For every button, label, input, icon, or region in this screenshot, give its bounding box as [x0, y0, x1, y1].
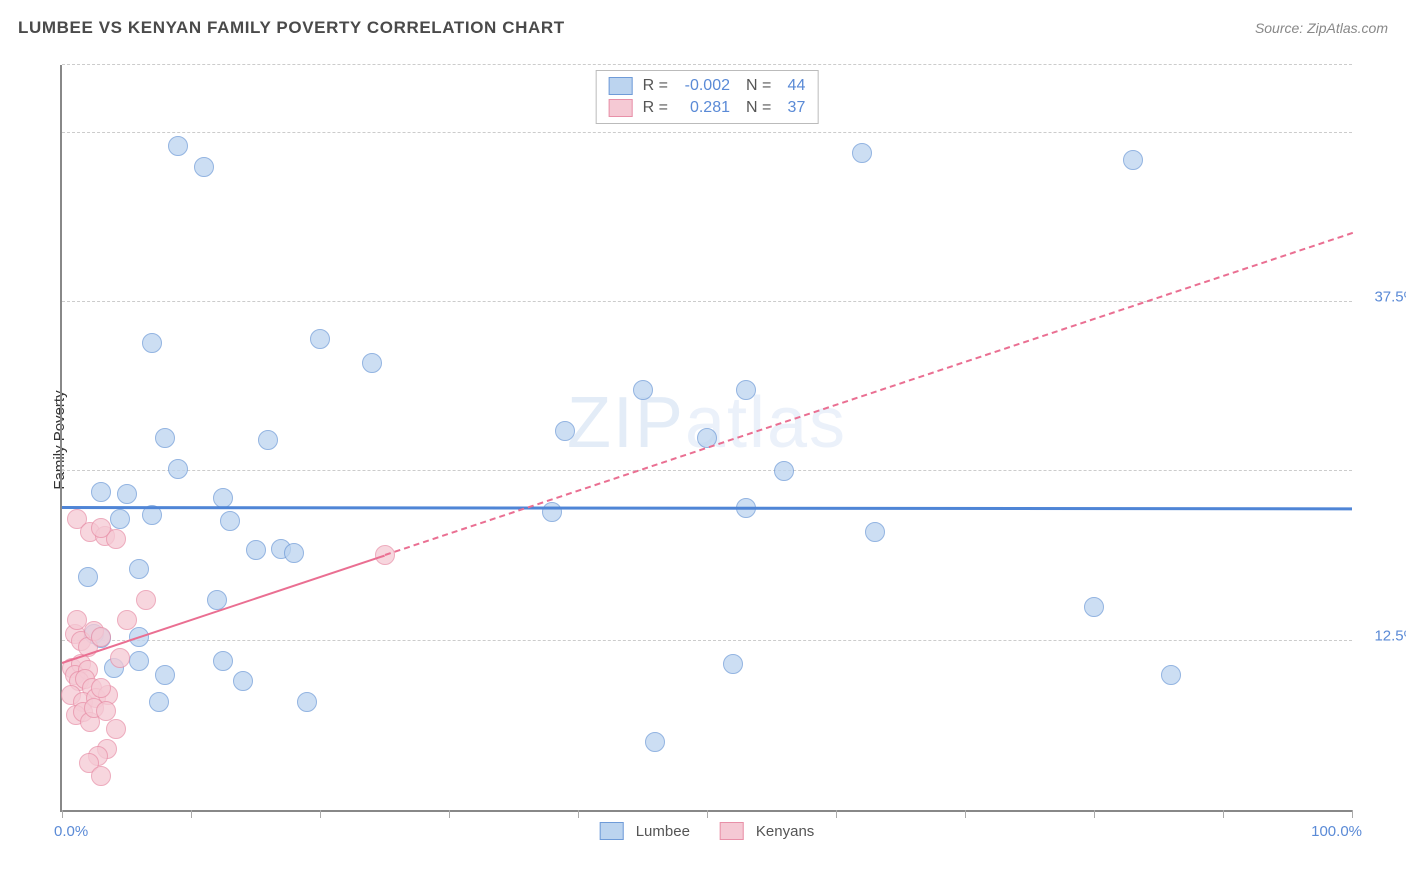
x-tick-label: 100.0%: [1311, 823, 1362, 840]
gridline: [62, 640, 1352, 641]
legend-r-value: -0.002: [674, 75, 730, 97]
data-point: [1161, 665, 1181, 685]
data-point: [865, 522, 885, 542]
data-point: [117, 484, 137, 504]
y-tick-label: 12.5%: [1374, 627, 1406, 644]
legend-r-label: R =: [643, 75, 668, 97]
data-point: [555, 421, 575, 441]
correlation-legend: R = -0.002 N = 44 R = 0.281 N = 37: [596, 70, 819, 124]
data-point: [168, 136, 188, 156]
data-point: [723, 654, 743, 674]
scatter-plot: ZIPatlas R = -0.002 N = 44 R = 0.281 N = 37…: [60, 65, 1352, 812]
gridline: [62, 470, 1352, 471]
data-point: [110, 648, 130, 668]
chart-title: LUMBEE VS KENYAN FAMILY POVERTY CORRELAT…: [18, 18, 565, 38]
legend-label: Lumbee: [636, 823, 690, 840]
x-tick: [1223, 810, 1224, 818]
data-point: [91, 482, 111, 502]
x-tick-label: 0.0%: [54, 823, 88, 840]
data-point: [297, 692, 317, 712]
x-tick: [1094, 810, 1095, 818]
legend-swatch: [609, 99, 633, 117]
x-tick: [707, 810, 708, 818]
data-point: [149, 692, 169, 712]
legend-row: R = 0.281 N = 37: [609, 97, 806, 119]
x-tick: [1352, 810, 1353, 818]
legend-r-value: 0.281: [674, 97, 730, 119]
x-tick: [320, 810, 321, 818]
data-point: [220, 511, 240, 531]
x-tick: [965, 810, 966, 818]
data-point: [284, 543, 304, 563]
data-point: [633, 380, 653, 400]
x-tick: [449, 810, 450, 818]
data-point: [736, 380, 756, 400]
data-point: [362, 353, 382, 373]
data-point: [155, 665, 175, 685]
data-point: [78, 567, 98, 587]
legend-item: Kenyans: [720, 822, 814, 840]
x-tick: [191, 810, 192, 818]
trend-line: [62, 554, 385, 663]
series-legend: Lumbee Kenyans: [600, 822, 815, 840]
x-tick: [62, 810, 63, 818]
gridline: [62, 64, 1352, 65]
data-point: [168, 459, 188, 479]
data-point: [110, 509, 130, 529]
legend-swatch: [609, 77, 633, 95]
data-point: [129, 559, 149, 579]
data-point: [246, 540, 266, 560]
data-point: [1123, 150, 1143, 170]
data-point: [213, 651, 233, 671]
data-point: [117, 610, 137, 630]
data-point: [310, 329, 330, 349]
data-point: [155, 428, 175, 448]
data-point: [106, 719, 126, 739]
legend-n-label: N =: [746, 97, 771, 119]
trend-line: [62, 506, 1352, 510]
legend-swatch: [720, 822, 744, 840]
data-point: [1084, 597, 1104, 617]
data-point: [91, 766, 111, 786]
data-point: [194, 157, 214, 177]
legend-r-label: R =: [643, 97, 668, 119]
y-tick-label: 37.5%: [1374, 289, 1406, 306]
data-point: [645, 732, 665, 752]
legend-n-value: 37: [777, 97, 805, 119]
x-tick: [578, 810, 579, 818]
data-point: [129, 651, 149, 671]
data-point: [142, 333, 162, 353]
data-point: [774, 461, 794, 481]
legend-label: Kenyans: [756, 823, 814, 840]
gridline: [62, 132, 1352, 133]
data-point: [91, 678, 111, 698]
legend-item: Lumbee: [600, 822, 690, 840]
data-point: [91, 518, 111, 538]
legend-swatch: [600, 822, 624, 840]
data-point: [91, 627, 111, 647]
chart-source: Source: ZipAtlas.com: [1255, 20, 1388, 36]
data-point: [136, 590, 156, 610]
data-point: [233, 671, 253, 691]
data-point: [542, 502, 562, 522]
legend-row: R = -0.002 N = 44: [609, 75, 806, 97]
watermark-thin: atlas: [685, 383, 847, 463]
legend-n-value: 44: [777, 75, 805, 97]
watermark-bold: ZIP: [567, 383, 685, 463]
watermark: ZIPatlas: [567, 382, 847, 464]
gridline: [62, 301, 1352, 302]
data-point: [852, 143, 872, 163]
data-point: [258, 430, 278, 450]
x-tick: [836, 810, 837, 818]
legend-n-label: N =: [746, 75, 771, 97]
